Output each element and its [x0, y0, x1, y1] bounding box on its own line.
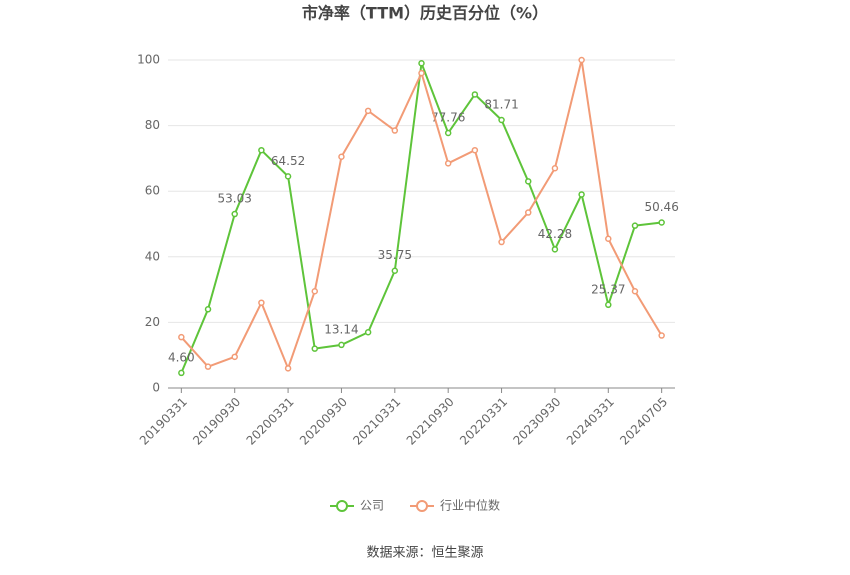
data-point	[471, 146, 479, 154]
data-point	[258, 299, 265, 306]
legend-marker	[416, 500, 428, 512]
y-tick-label: 40	[145, 249, 160, 263]
data-point	[204, 363, 212, 370]
data-label: 4.60	[168, 350, 195, 364]
data-point	[498, 238, 505, 246]
x-tick-label: 20220331	[457, 395, 510, 448]
data-point	[578, 56, 585, 64]
x-tick-label: 20240331	[564, 395, 617, 448]
data-point	[258, 146, 265, 154]
data-point	[605, 235, 612, 243]
data-label: 81.71	[484, 97, 518, 111]
data-point	[524, 178, 532, 185]
data-point	[311, 345, 319, 352]
y-tick-label: 20	[145, 315, 160, 329]
data-point	[364, 107, 372, 115]
data-point	[444, 129, 452, 137]
x-tick-label: 20200930	[297, 395, 350, 448]
data-point	[178, 333, 185, 341]
data-point	[658, 219, 665, 226]
data-point	[631, 287, 639, 295]
data-point	[658, 332, 665, 339]
legend-marker	[336, 500, 348, 512]
data-point	[418, 60, 425, 67]
x-tick-label: 20190930	[190, 395, 243, 448]
data-point	[338, 341, 345, 349]
data-label: 13.14	[324, 322, 358, 336]
data-point	[178, 369, 185, 377]
x-tick-label: 20210331	[350, 395, 403, 448]
data-label: 77.76	[431, 110, 465, 124]
data-label: 53.03	[218, 192, 252, 206]
y-tick-label: 0	[152, 381, 160, 395]
data-label: 50.46	[644, 200, 678, 214]
data-point	[391, 127, 399, 134]
data-point	[284, 365, 292, 372]
data-point	[551, 246, 559, 253]
data-point	[391, 267, 399, 274]
data-point	[204, 306, 212, 313]
data-point	[338, 153, 345, 161]
data-point	[231, 210, 238, 218]
source: 数据来源：恒生聚源	[366, 546, 483, 561]
data-label: 25.37	[591, 282, 625, 296]
data-point	[578, 191, 585, 198]
data-point	[231, 353, 238, 361]
x-tick-label: 20240705	[617, 395, 670, 448]
y-tick-label: 60	[145, 184, 160, 198]
data-point	[524, 209, 532, 216]
y-tick-label: 80	[145, 118, 160, 132]
data-point	[444, 160, 452, 167]
chart-title: 市净率（TTM）历史百分位（%）	[302, 4, 548, 23]
x-tick-label: 20230930	[510, 395, 563, 448]
y-tick-label: 100	[137, 53, 160, 67]
data-point	[284, 173, 292, 180]
data-point	[418, 69, 425, 77]
legend-label: 公司	[360, 499, 384, 513]
data-point	[364, 328, 372, 336]
x-tick-label: 20200331	[244, 395, 297, 448]
data-label: 35.75	[378, 248, 412, 262]
data-point	[631, 222, 639, 229]
data-label: 42.28	[538, 227, 572, 241]
data-point	[605, 301, 612, 309]
legend-label: 行业中位数	[440, 498, 500, 513]
data-point	[471, 91, 479, 98]
data-point	[498, 116, 505, 124]
data-point	[311, 287, 319, 295]
data-label: 64.52	[271, 154, 305, 168]
x-tick-label: 20210930	[404, 395, 457, 448]
x-tick-label: 20190331	[137, 395, 190, 448]
data-point	[551, 164, 559, 172]
